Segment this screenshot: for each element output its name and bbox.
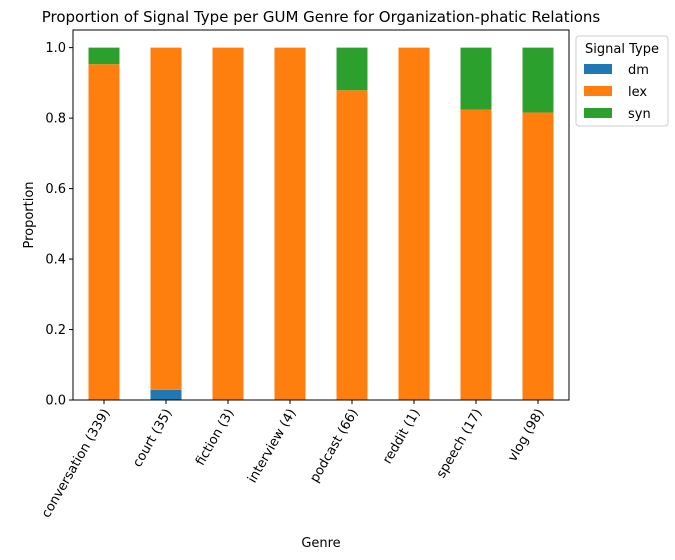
legend-label-lex: lex <box>628 85 647 100</box>
legend-title: Signal Type <box>585 42 659 57</box>
plot-frame <box>72 29 570 401</box>
x-tick-label: interview (4) <box>245 407 299 486</box>
x-tick-label: fiction (3) <box>193 407 237 469</box>
bar-lex-3 <box>274 47 306 400</box>
x-tick-label: speech (17) <box>434 407 486 481</box>
x-tick-label: podcast (66) <box>307 407 361 486</box>
y-tick-label: 0.8 <box>45 112 66 127</box>
chart-title: Proportion of Signal Type per GUM Genre … <box>42 8 601 26</box>
y-tick-label: 0.4 <box>45 253 66 268</box>
bar-lex-0 <box>88 64 120 400</box>
bar-lex-4 <box>336 90 368 400</box>
y-tick-label: 0.2 <box>45 323 66 338</box>
x-tick-label: vlog (98) <box>505 407 547 465</box>
bar-syn-0 <box>88 47 120 65</box>
bar-syn-6 <box>460 47 492 110</box>
legend-label-dm: dm <box>628 63 649 78</box>
bars-group <box>88 47 554 400</box>
bar-lex-5 <box>398 47 430 400</box>
x-axis: conversation (339) court (35) fiction (3) i… <box>39 400 547 521</box>
y-tick-label: 1.0 <box>45 41 66 56</box>
bar-dm-1 <box>150 389 182 400</box>
legend-swatch-syn <box>584 108 612 118</box>
y-tick-label: 0.6 <box>45 182 66 197</box>
bar-lex-2 <box>212 47 244 400</box>
x-axis-label: Genre <box>301 536 340 551</box>
bar-lex-1 <box>150 47 182 390</box>
y-axis: 0.0 0.2 0.4 0.6 0.8 1.0 <box>45 41 73 409</box>
bar-lex-7 <box>522 112 554 400</box>
bar-syn-7 <box>522 47 554 113</box>
legend-swatch-dm <box>584 64 612 74</box>
x-tick-label: conversation (339) <box>39 407 114 521</box>
legend-swatch-lex <box>584 86 612 96</box>
bar-lex-6 <box>460 109 492 400</box>
legend-frame <box>575 35 669 127</box>
y-axis-label: Proportion <box>22 181 37 248</box>
y-tick-label: 0.0 <box>45 394 66 409</box>
bar-syn-4 <box>336 47 368 91</box>
x-tick-label: court (35) <box>130 407 175 470</box>
x-tick-label: reddit (1) <box>380 407 423 467</box>
legend-label-syn: syn <box>628 107 651 122</box>
legend: Signal Type dm lex syn <box>575 35 669 127</box>
